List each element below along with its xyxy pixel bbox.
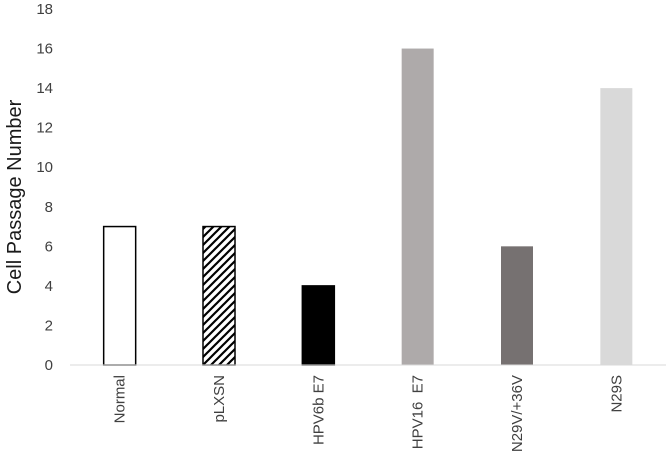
bar	[102, 225, 137, 366]
x-tick-label: HPV6b E7	[310, 375, 327, 445]
y-tick-label: 16	[36, 41, 53, 58]
bar	[202, 225, 236, 366]
x-axis-ticks: Normal pLXSN HPV6b E7 HPV16 E7 N29V/+36V N29S	[112, 375, 626, 452]
y-axis-title: Cell Passage Number	[4, 99, 26, 294]
y-tick-label: 6	[45, 238, 53, 255]
bar	[301, 285, 336, 366]
bar-series	[102, 48, 633, 366]
y-tick-label: 18	[36, 1, 53, 18]
y-tick-label: 14	[36, 80, 53, 97]
y-tick-label: 4	[45, 278, 53, 295]
bar	[401, 48, 434, 366]
y-axis-ticks: 0 2 4 6 8 10 12 14 16 18	[36, 1, 53, 374]
x-tick-label: N29S	[608, 375, 625, 413]
x-tick-label: N29V/+36V	[509, 375, 526, 452]
y-tick-label: 0	[45, 357, 53, 374]
bar	[600, 88, 633, 365]
y-tick-label: 2	[45, 317, 53, 334]
y-tick-label: 10	[36, 159, 53, 176]
x-tick-label: Normal	[112, 375, 129, 423]
y-tick-label: 8	[45, 199, 53, 216]
x-tick-label: HPV16 E7	[410, 375, 427, 449]
x-tick-label: pLXSN	[211, 375, 228, 423]
bar	[501, 246, 533, 365]
y-tick-label: 12	[36, 120, 53, 137]
